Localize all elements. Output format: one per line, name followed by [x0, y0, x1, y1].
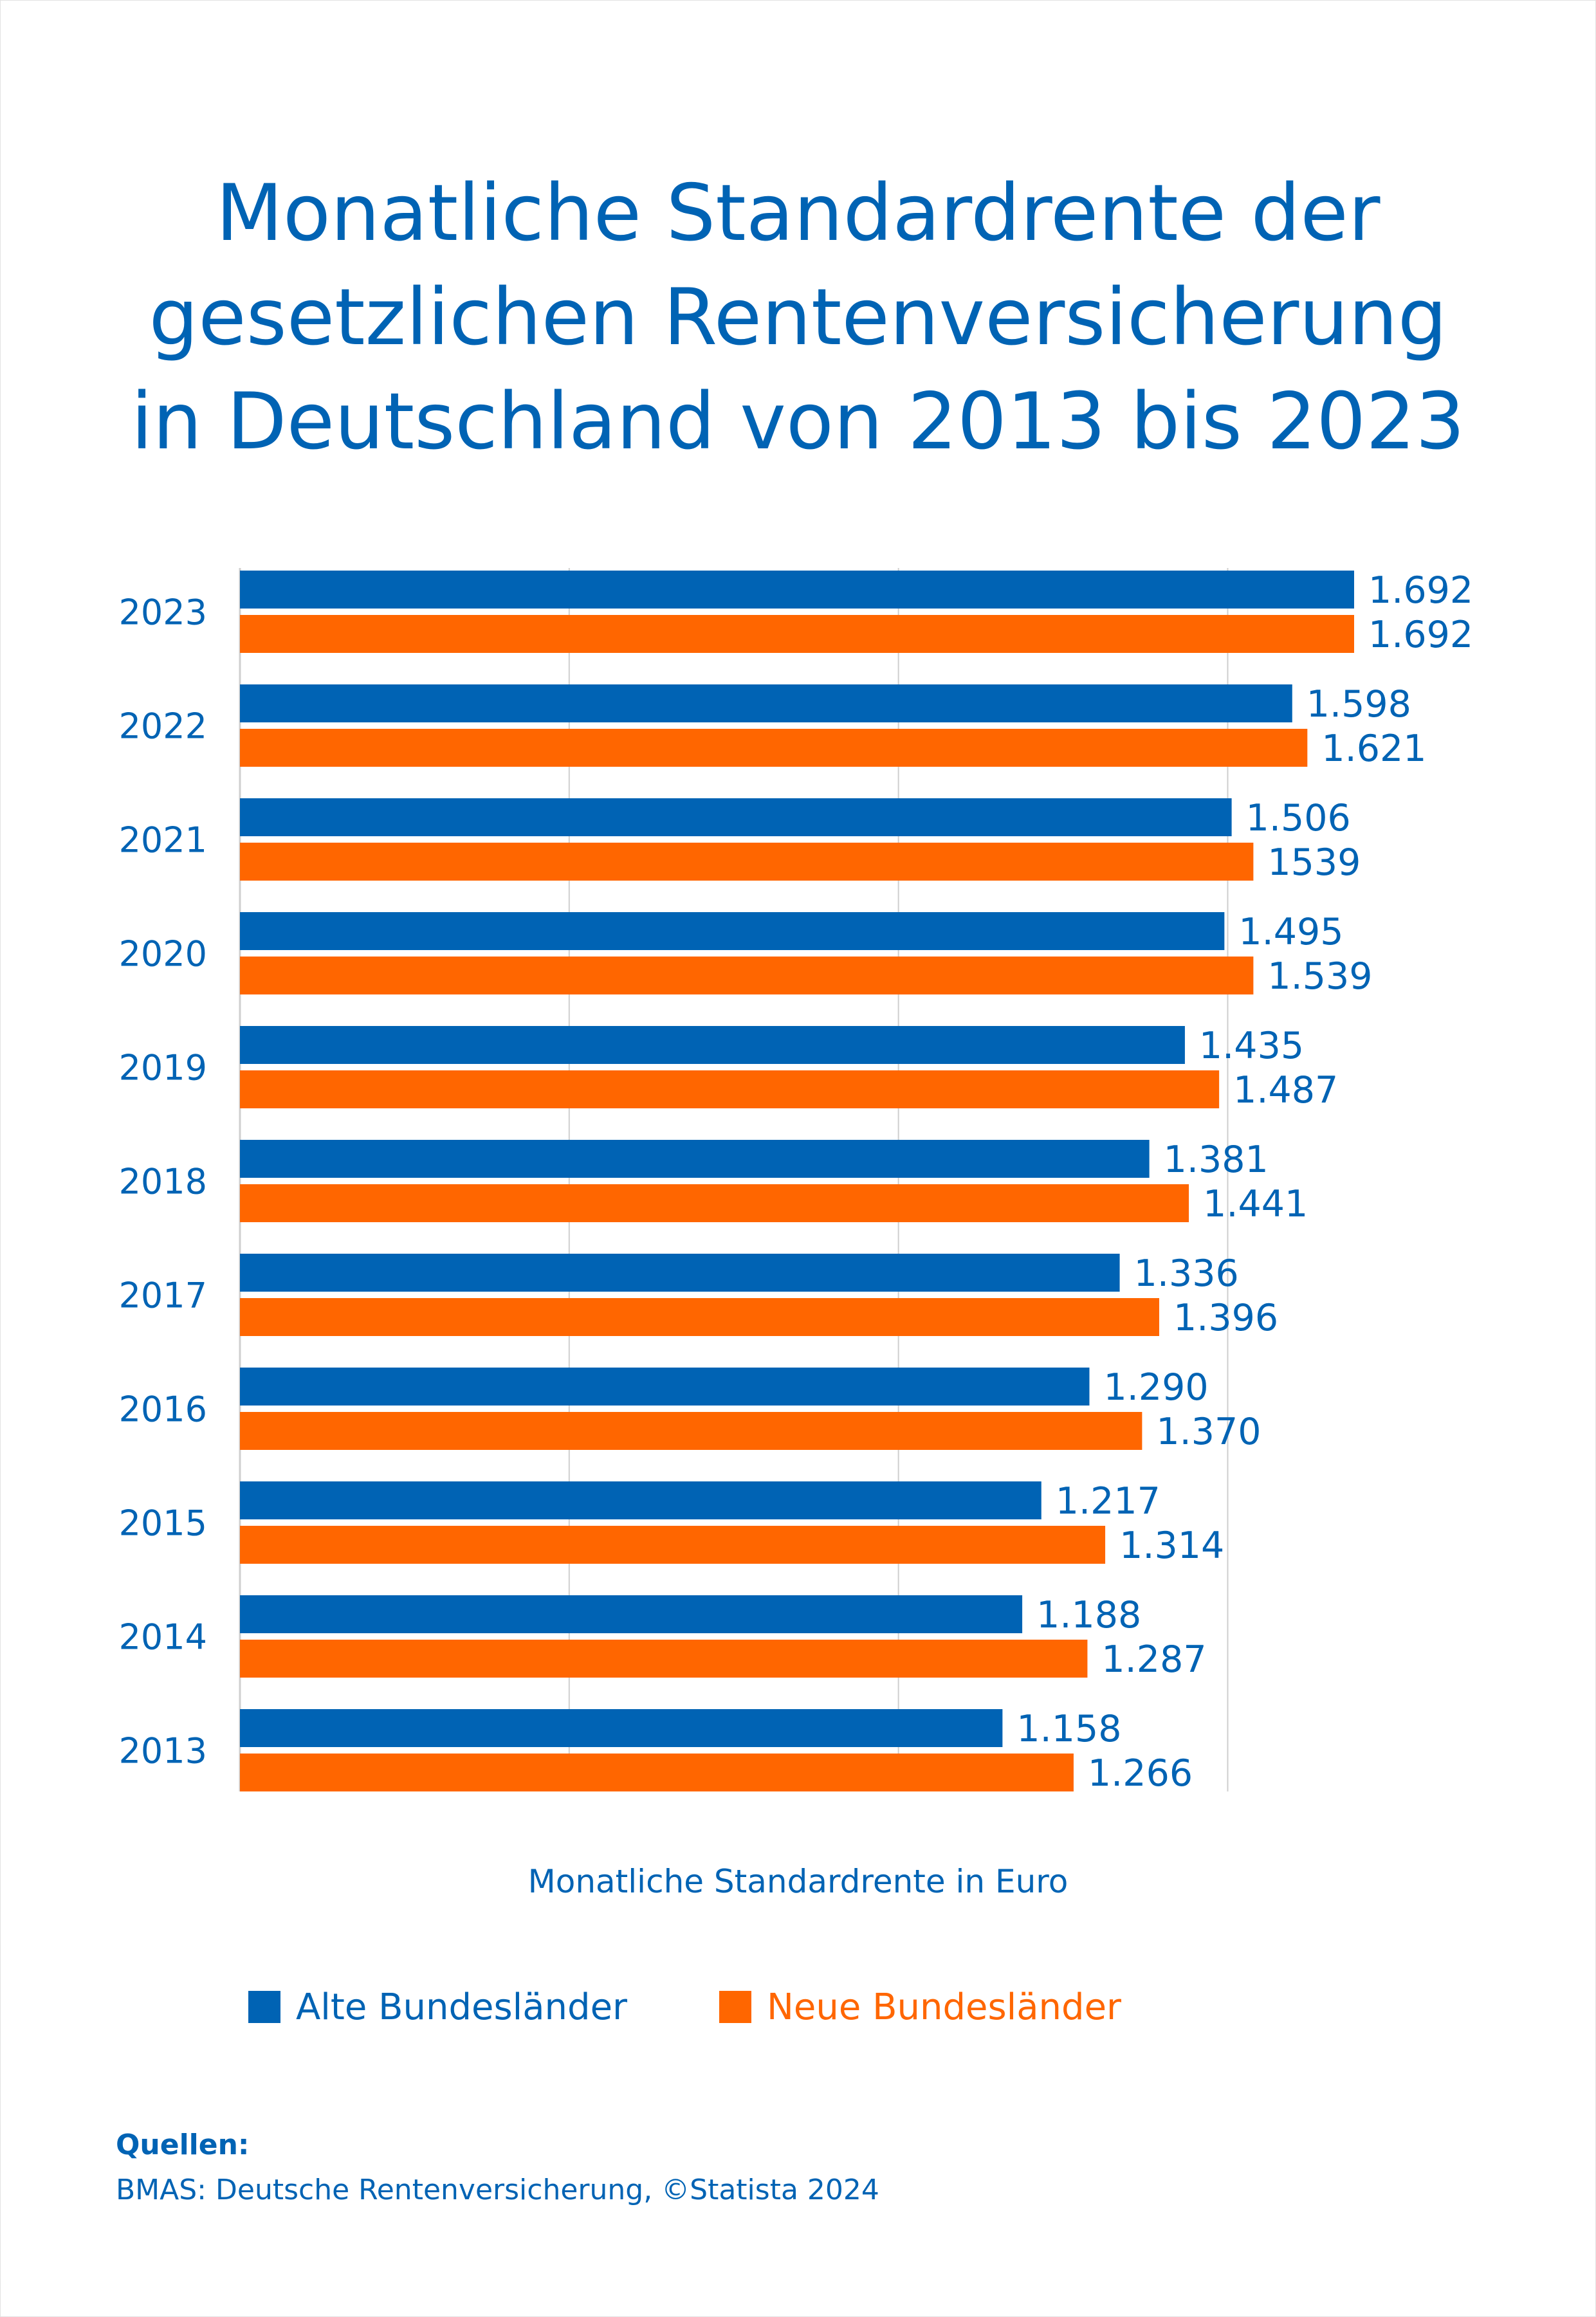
value-label-alte-2016: 1.290 [1103, 1366, 1208, 1409]
category-label-2021: 2021 [119, 820, 207, 860]
category-label-2016: 2016 [119, 1389, 207, 1429]
value-label-alte-2023: 1.692 [1368, 569, 1473, 612]
sources-text: BMAS: Deutsche Rentenversicherung, ©Stat… [116, 2174, 879, 2206]
legend-label-alte: Alte Bundesländer [296, 1986, 628, 2028]
category-label-2023: 2023 [119, 592, 207, 632]
value-label-alte-2015: 1.217 [1056, 1480, 1160, 1523]
value-label-alte-2020: 1.495 [1238, 911, 1343, 953]
value-label-neue-2019: 1.487 [1233, 1069, 1338, 1112]
value-label-alte-2018: 1.381 [1164, 1139, 1269, 1181]
x-axis-title: Monatliche Standardrente in Euro [527, 1863, 1069, 1900]
title-line-2: gesetzlichen Rentenversicherung [149, 272, 1447, 363]
bar-alte-2013 [240, 1709, 1003, 1747]
bar-neue-2023 [240, 615, 1354, 653]
bar-alte-2014 [240, 1595, 1023, 1633]
value-label-neue-2021: 1539 [1267, 841, 1361, 884]
title-line-3: in Deutschland von 2013 bis 2023 [131, 376, 1465, 468]
bar-neue-2018 [240, 1184, 1189, 1222]
value-label-neue-2020: 1.539 [1267, 955, 1372, 998]
value-label-alte-2022: 1.598 [1307, 683, 1411, 726]
legend-label-neue: Neue Bundesländer [767, 1986, 1122, 2028]
value-label-neue-2013: 1.266 [1088, 1752, 1193, 1795]
value-label-neue-2016: 1.370 [1156, 1411, 1261, 1453]
legend-item-neue: Neue Bundesländer [719, 1984, 1121, 2029]
value-label-neue-2018: 1.441 [1203, 1183, 1308, 1225]
value-label-neue-2015: 1.314 [1119, 1525, 1224, 1567]
bar-alte-2019 [240, 1026, 1185, 1064]
bar-neue-2013 [240, 1754, 1074, 1791]
value-label-alte-2013: 1.158 [1016, 1708, 1121, 1750]
category-label-2022: 2022 [119, 706, 207, 746]
sources: Quellen: BMAS: Deutsche Rentenversicheru… [116, 2123, 879, 2213]
bar-neue-2019 [240, 1070, 1220, 1108]
category-label-2017: 2017 [119, 1275, 207, 1315]
value-label-neue-2022: 1.621 [1321, 728, 1426, 770]
value-label-alte-2021: 1.506 [1246, 797, 1351, 839]
value-label-neue-2014: 1.287 [1101, 1638, 1206, 1681]
bar-alte-2020 [240, 912, 1225, 950]
value-label-alte-2014: 1.188 [1036, 1594, 1141, 1636]
bar-neue-2021 [240, 843, 1254, 881]
legend-item-alte: Alte Bundesländer [248, 1984, 627, 2029]
bar-neue-2015 [240, 1526, 1106, 1564]
bar-neue-2017 [240, 1298, 1160, 1336]
category-label-2015: 2015 [119, 1503, 207, 1543]
title-line-1: Monatliche Standardrente der [216, 168, 1380, 259]
bar-neue-2014 [240, 1640, 1088, 1678]
category-label-2013: 2013 [119, 1730, 207, 1771]
bar-neue-2020 [240, 957, 1254, 994]
legend: Alte Bundesländer Neue Bundesländer [0, 1984, 1596, 2029]
value-label-alte-2019: 1.435 [1199, 1025, 1304, 1067]
category-label-2019: 2019 [119, 1047, 207, 1088]
category-label-2018: 2018 [119, 1161, 207, 1202]
bar-alte-2017 [240, 1254, 1120, 1292]
legend-swatch-blue [248, 1991, 280, 2023]
bar-alte-2018 [240, 1140, 1150, 1178]
bar-alte-2022 [240, 684, 1292, 722]
sources-heading: Quellen: [116, 2129, 250, 2161]
category-label-2014: 2014 [119, 1616, 207, 1657]
category-label-2020: 2020 [119, 933, 207, 974]
legend-swatch-orange [719, 1991, 751, 2023]
bar-alte-2015 [240, 1481, 1041, 1519]
bar-alte-2023 [240, 571, 1354, 609]
bar-neue-2022 [240, 729, 1308, 767]
bar-alte-2016 [240, 1368, 1090, 1406]
value-label-alte-2017: 1.336 [1134, 1252, 1239, 1295]
value-label-neue-2023: 1.692 [1368, 614, 1473, 656]
bar-alte-2021 [240, 798, 1232, 836]
value-label-neue-2017: 1.396 [1173, 1297, 1278, 1339]
chart-title: Monatliche Standardrente der gesetzliche… [0, 161, 1596, 474]
bar-neue-2016 [240, 1412, 1142, 1450]
